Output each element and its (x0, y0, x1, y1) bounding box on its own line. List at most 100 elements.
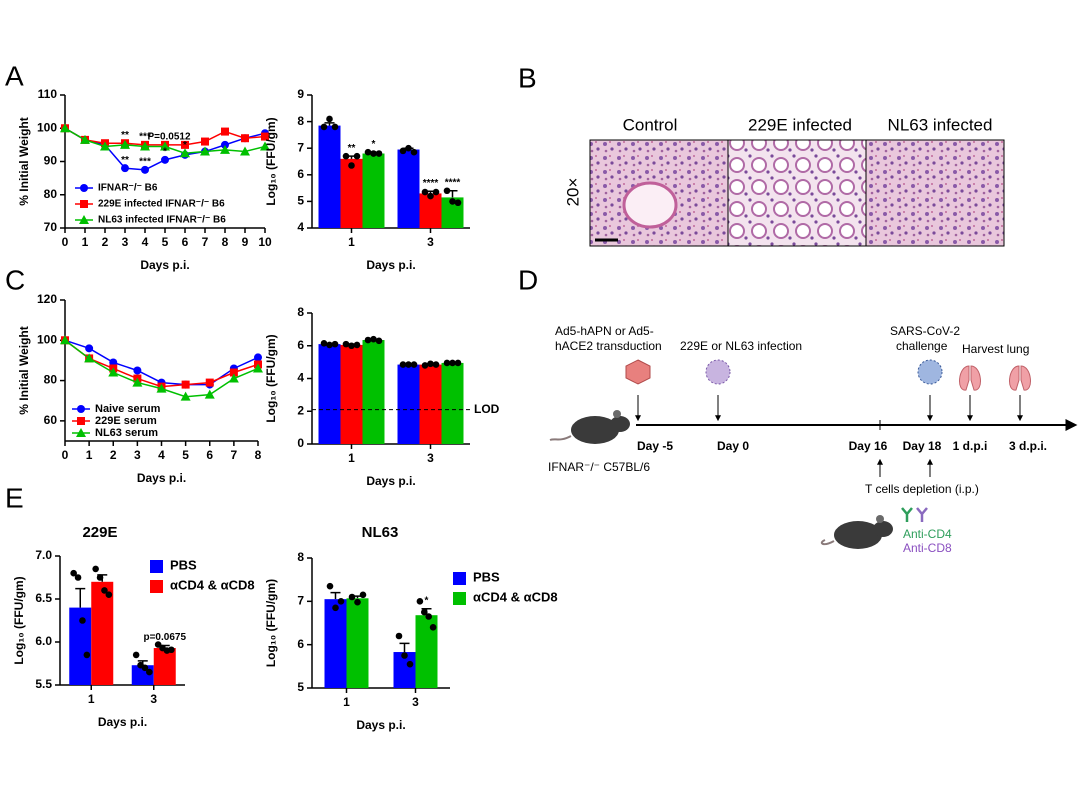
y-tick-label: 7 (297, 140, 304, 154)
marker (240, 146, 250, 156)
timeline: Ad5-hAPN or Ad5- hACE2 transduction 229E… (548, 324, 1078, 555)
data-point (410, 148, 418, 156)
x-tick-label: 7 (231, 448, 238, 462)
bar (441, 362, 464, 444)
image-label: Control (623, 115, 678, 134)
panel-labels: A B C D E (5, 60, 538, 513)
x-tick-label: 3 (412, 695, 419, 709)
event-label: 229E or NL63 infection (680, 339, 802, 353)
data-point (332, 604, 339, 612)
data-point (326, 341, 333, 349)
y-tick-label: 6 (297, 167, 304, 181)
y-tick-label: 90 (44, 154, 58, 168)
legend-label: 229E serum (95, 415, 157, 427)
y-tick-label: 60 (44, 413, 58, 427)
marker (254, 353, 262, 362)
bar (346, 598, 369, 688)
x-tick-label: 4 (142, 235, 149, 249)
x-tick-label: 6 (182, 235, 189, 249)
y-tick-label: 0 (297, 436, 304, 450)
chart: 0 2 4 6 8 Log₁₀ (FFU/gm) Days p.i. 1 3 LOD (264, 305, 499, 488)
data-point (168, 646, 175, 654)
panel-label: A (5, 60, 24, 91)
legend-swatch (453, 592, 466, 605)
y-axis-label: % Initial Weight (17, 117, 31, 205)
marker (109, 358, 118, 367)
mouse-label: IFNAR⁻/⁻ C57BL/6 (548, 460, 650, 474)
annotation: *** (139, 132, 151, 143)
data-point (421, 188, 429, 196)
y-axis-label: Log₁₀ (FFU/gm) (264, 579, 278, 667)
y-tick-label: 5.5 (35, 677, 52, 691)
legend-swatch (150, 560, 163, 573)
x-tick-label: 0 (62, 448, 69, 462)
bar (318, 344, 341, 444)
y-tick-label: 8 (297, 550, 304, 564)
annotation: * (372, 139, 376, 150)
x-tick-label: 5 (182, 448, 189, 462)
x-tick-label: 6 (206, 448, 213, 462)
data-point (354, 598, 361, 606)
data-point (375, 150, 383, 157)
marker (253, 363, 263, 373)
bar (340, 344, 363, 444)
marker (200, 146, 210, 156)
data-point (326, 582, 334, 590)
y-tick-label: 2 (297, 403, 304, 417)
lung-icon (1009, 365, 1031, 391)
event-label: SARS-CoV-2 (890, 324, 960, 338)
data-point (348, 162, 355, 169)
data-point (405, 361, 412, 368)
data-point (375, 337, 383, 345)
data-point (320, 123, 328, 131)
y-tick-label: 80 (44, 187, 58, 201)
error-bar (324, 122, 335, 126)
bar (397, 149, 420, 228)
bar (419, 193, 442, 228)
marker (201, 137, 209, 146)
data-point (405, 144, 412, 152)
data-point (359, 591, 367, 599)
data-point (83, 651, 91, 659)
annotation: P=0.0512 (147, 132, 191, 143)
y-tick-label: 9 (297, 87, 304, 101)
mouse-icon (549, 410, 630, 444)
legend-label: IFNAR⁻/⁻ B6 (98, 183, 158, 194)
data-point (79, 617, 86, 624)
micrograph (727, 139, 867, 247)
legend-label: αCD4 & αCD8 (170, 577, 255, 592)
x-tick-label: 1 (348, 235, 355, 249)
bar (153, 648, 176, 685)
data-point (353, 341, 361, 349)
marker (181, 380, 190, 389)
y-tick-label: 8 (297, 114, 304, 128)
data-point (70, 569, 77, 577)
x-tick-label: 1 (88, 692, 95, 706)
data-point (101, 587, 108, 594)
x-tick-label: 1 (86, 448, 93, 462)
data-point (337, 598, 345, 605)
marker (156, 383, 167, 393)
event-label: hACE2 transduction (555, 339, 662, 353)
chart: 5 6 7 8 Log₁₀ (FFU/gm) Days p.i. NL63 1 3 * PBS αCD… (264, 524, 557, 732)
image-label: 229E infected (748, 115, 852, 134)
x-tick-label: 1 (343, 695, 350, 709)
panel-label: D (518, 264, 538, 295)
y-tick-label: 4 (297, 220, 304, 234)
data-point (443, 359, 451, 367)
data-point (399, 361, 407, 368)
y-tick-label: 7.0 (35, 548, 52, 562)
legend-label: αCD4 & αCD8 (473, 589, 558, 604)
day-label: Day -5 (637, 439, 673, 453)
marker (260, 141, 270, 151)
legend-swatch (453, 572, 466, 585)
day-label: 1 d.p.i (953, 439, 988, 453)
x-axis-label: Days p.i. (356, 718, 405, 732)
chart: 5.5 6.0 6.5 7.0 Log₁₀ (FFU/gm) Days p.i. 229E 1… (12, 524, 254, 729)
chart-title: NL63 (362, 524, 399, 541)
x-tick-label: 8 (255, 448, 262, 462)
airway (622, 181, 678, 229)
antibody-icon (916, 507, 928, 522)
